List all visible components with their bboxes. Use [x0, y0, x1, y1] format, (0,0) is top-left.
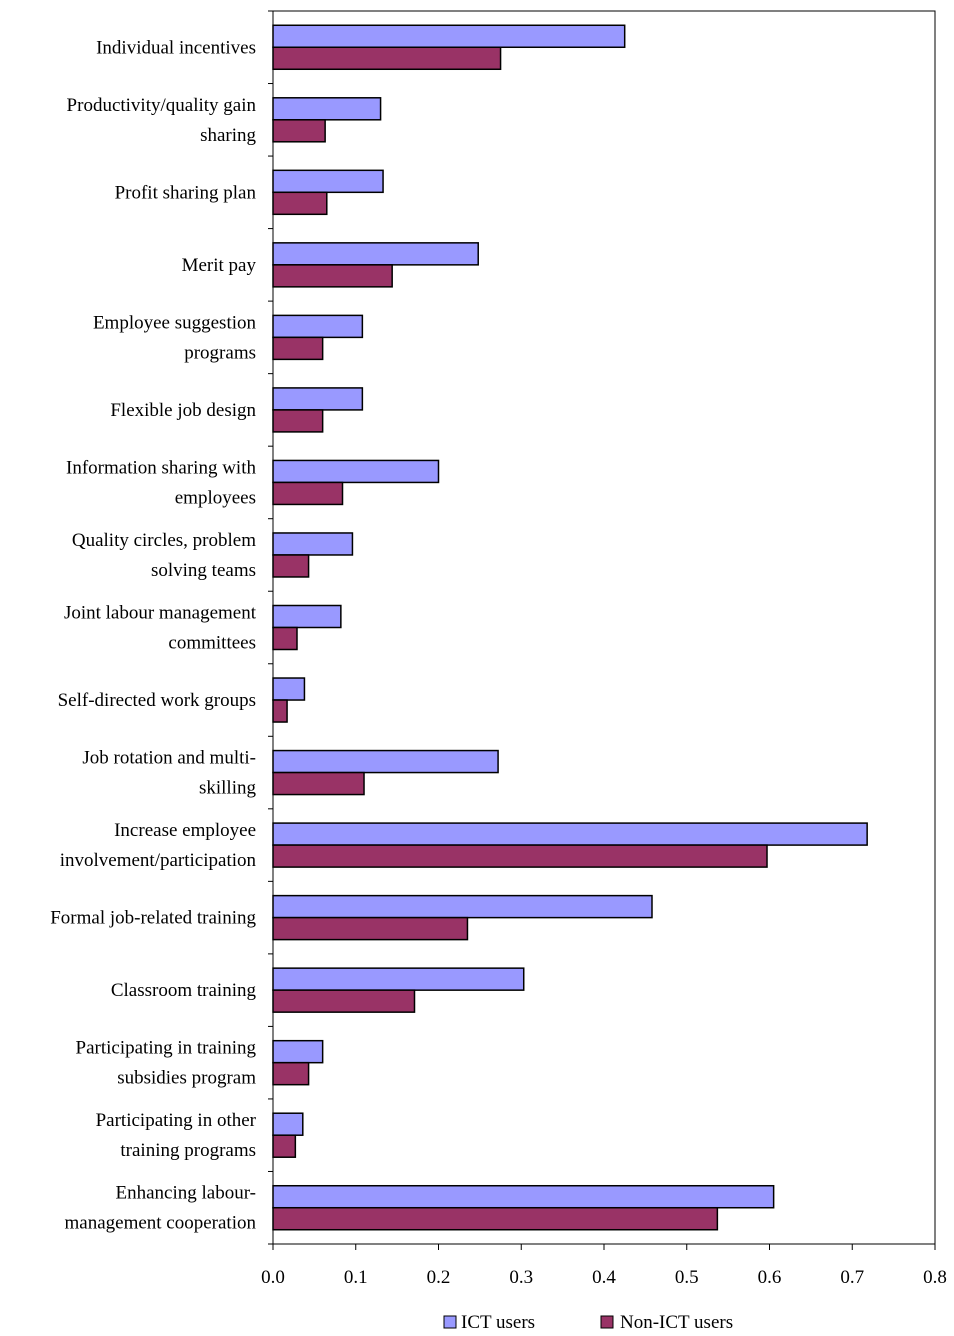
bar-non-ict-users: [272, 264, 393, 288]
category-label: Individual incentives: [96, 37, 256, 58]
category-label: Participating in other: [96, 1110, 257, 1131]
category-label: Increase employee: [114, 820, 256, 841]
category-label: Profit sharing plan: [115, 182, 257, 203]
x-tick-labels: 0.0 0.1 0.2 0.3 0.4 0.5 0.6 0.7 0.8: [261, 1267, 947, 1288]
x-tick-label: 0.1: [344, 1267, 368, 1288]
plot-area-frame: [272, 10, 936, 1245]
bar-ict-users: [272, 1112, 304, 1136]
bar-non-ict-users: [272, 46, 502, 71]
axis-ticks: [268, 10, 936, 1250]
category-label: training programs: [120, 1140, 256, 1161]
bar-non-ict-users: [272, 626, 298, 651]
x-tick-label: 0.4: [592, 1267, 616, 1288]
bar-non-ict-users: [272, 916, 469, 941]
category-label: Joint labour management: [64, 603, 257, 624]
category-label: Information sharing with: [66, 457, 256, 478]
bar-ict-users: [272, 1184, 775, 1209]
bar-non-ict-users: [272, 1061, 310, 1086]
bar-non-ict-users: [272, 481, 344, 506]
category-label: Enhancing labour-: [116, 1183, 257, 1204]
bar-ict-users: [272, 459, 440, 484]
bar-non-ict-users: [272, 554, 310, 578]
category-label: Flexible job design: [110, 400, 256, 421]
bar-ict-users: [272, 387, 364, 411]
bar-non-ict-users: [272, 844, 768, 868]
bar-ict-users: [272, 314, 364, 339]
category-label: Classroom training: [111, 980, 257, 1001]
bar-ict-users: [272, 532, 354, 556]
bars: [272, 24, 868, 1231]
category-label: committees: [168, 633, 256, 654]
category-label: management cooperation: [64, 1213, 256, 1234]
category-label: Merit pay: [182, 255, 257, 276]
bar-non-ict-users: [272, 409, 324, 433]
bar-ict-users: [272, 894, 653, 919]
bar-ict-users: [272, 749, 499, 774]
bar-ict-users: [272, 967, 525, 991]
category-label: Formal job-related training: [50, 908, 256, 929]
category-label: employees: [175, 487, 256, 508]
legend-swatch-ict-users: [443, 1315, 457, 1329]
category-label: sharing: [200, 125, 256, 146]
bar-ict-users: [272, 169, 384, 194]
x-tick-label: 0.2: [427, 1267, 451, 1288]
bar-ict-users: [272, 242, 479, 266]
bar-ict-users: [272, 677, 306, 701]
bar-non-ict-users: [272, 336, 324, 361]
category-label: subsidies program: [117, 1068, 256, 1089]
bar-ict-users: [272, 24, 626, 49]
bar-non-ict-users: [272, 191, 328, 216]
bar-ict-users: [272, 604, 342, 629]
bar-ict-users: [272, 1039, 324, 1064]
x-tick-label: 0.7: [840, 1267, 864, 1288]
x-tick-label: 0.0: [261, 1267, 285, 1288]
category-labels: Individual incentives Productivity/qualit…: [50, 37, 256, 1233]
legend-swatch-non-ict-users: [600, 1315, 614, 1329]
category-label: involvement/participation: [60, 850, 257, 871]
legend-label-ict-users: ICT users: [461, 1312, 535, 1333]
category-label: Productivity/quality gain: [67, 95, 257, 116]
category-label: Employee suggestion: [93, 312, 257, 333]
bar-non-ict-users: [272, 1134, 297, 1158]
bar-ict-users: [272, 97, 382, 121]
category-label: Participating in training: [76, 1038, 257, 1059]
x-tick-label: 0.6: [758, 1267, 782, 1288]
bar-ict-users: [272, 822, 868, 846]
legend-label-non-ict-users: Non-ICT users: [620, 1312, 733, 1333]
x-tick-label: 0.5: [675, 1267, 699, 1288]
legend: ICT users Non-ICT users: [443, 1312, 733, 1333]
category-label: Job rotation and multi-: [82, 748, 256, 769]
bar-non-ict-users: [272, 989, 416, 1013]
category-label: skilling: [199, 778, 257, 799]
bar-non-ict-users: [272, 771, 365, 796]
bar-non-ict-users: [272, 699, 288, 723]
bar-non-ict-users: [272, 119, 326, 143]
category-label: Self-directed work groups: [58, 690, 256, 711]
category-label: solving teams: [151, 560, 256, 581]
category-label: programs: [184, 342, 256, 363]
x-tick-label: 0.8: [923, 1267, 947, 1288]
category-label: Quality circles, problem: [72, 530, 256, 551]
x-tick-label: 0.3: [509, 1267, 533, 1288]
bar-non-ict-users: [272, 1206, 719, 1231]
